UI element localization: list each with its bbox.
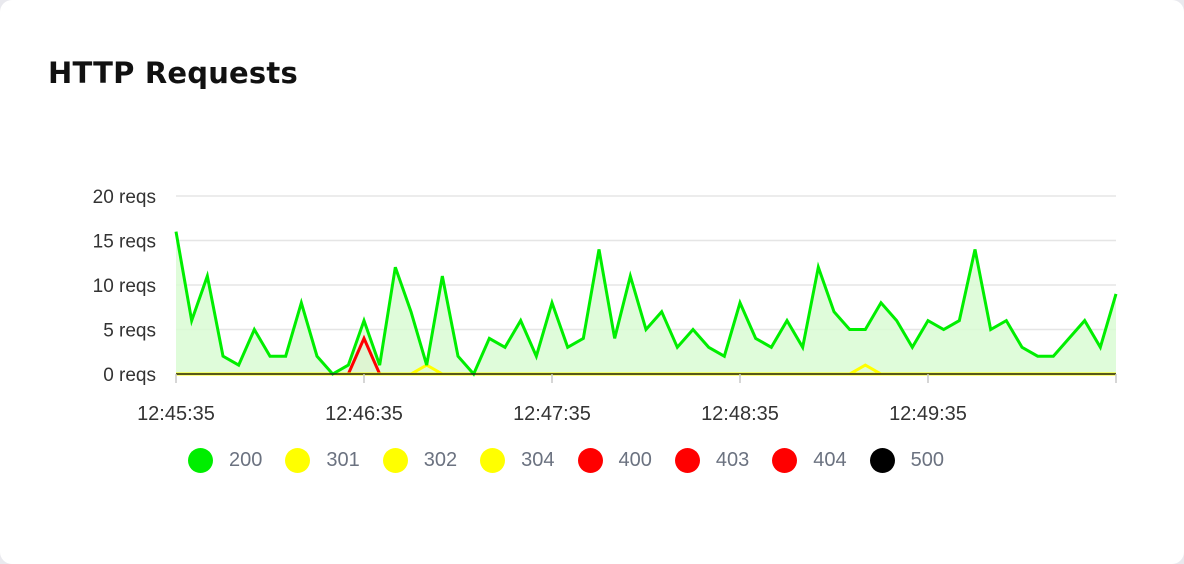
- legend-label: 403: [715, 449, 750, 471]
- legend-swatch: [285, 448, 311, 473]
- legend-item-500[interactable]: 500: [869, 448, 944, 473]
- legend-swatch: [869, 448, 895, 473]
- legend-item-404[interactable]: 404: [772, 448, 847, 473]
- legend-swatch: [772, 448, 798, 473]
- x-tick-label: 12:46:35: [325, 403, 403, 425]
- y-tick-label: 10 reqs: [93, 276, 156, 297]
- legend-swatch: [674, 448, 700, 473]
- y-tick-label: 20 reqs: [93, 187, 156, 208]
- legend-item-403[interactable]: 403: [674, 448, 750, 473]
- y-tick-label: 15 reqs: [93, 232, 156, 253]
- x-axis-ticks: 12:45:35 12:46:35 12:47:35 12:48:35 12:49:35: [137, 374, 1117, 425]
- x-tick-label: 12:48:35: [701, 403, 779, 425]
- legend-item-400[interactable]: 400: [577, 448, 652, 473]
- legend-label: 200: [229, 449, 263, 471]
- legend-item-304[interactable]: 304: [480, 448, 555, 473]
- series-areas: [176, 231, 1116, 374]
- legend-item-302[interactable]: 302: [382, 448, 458, 473]
- legend-item-301[interactable]: 301: [285, 448, 360, 473]
- legend-label: 400: [618, 449, 652, 471]
- http-requests-chart: 0 reqs 5 reqs 10 reqs 15 reqs 20 reqs 12:45:…: [93, 187, 1118, 425]
- y-axis-ticks: 0 reqs 5 reqs 10 reqs 15 reqs 20 reqs: [93, 187, 156, 386]
- legend-swatch: [188, 448, 213, 473]
- card-title: HTTP Requests: [48, 56, 298, 90]
- legend-label: 404: [813, 449, 847, 471]
- series-area-200: [176, 231, 1116, 374]
- legend-swatch: [382, 448, 408, 473]
- legend-label: 304: [521, 449, 555, 471]
- legend-label: 301: [326, 449, 360, 471]
- chart-legend: 200 301 302 304 400 403 404 500: [188, 448, 967, 473]
- y-tick-label: 0 reqs: [103, 365, 156, 386]
- legend-item-200[interactable]: 200: [188, 448, 262, 473]
- legend-label: 302: [423, 449, 458, 471]
- legend-swatch: [480, 448, 506, 473]
- y-tick-label: 5 reqs: [103, 321, 156, 342]
- x-tick-label: 12:49:35: [889, 403, 967, 425]
- legend-label: 500: [910, 449, 944, 471]
- legend-swatch: [577, 448, 603, 473]
- x-tick-label: 12:47:35: [513, 403, 591, 425]
- x-tick-label: 12:45:35: [137, 403, 215, 425]
